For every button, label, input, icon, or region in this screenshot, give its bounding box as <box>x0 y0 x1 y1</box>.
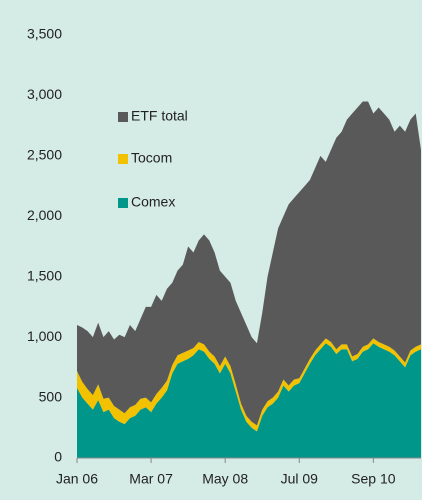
y-tick-label: 1,500 <box>27 267 62 283</box>
y-tick-label: 2,500 <box>27 147 62 163</box>
y-tick-label: 3,500 <box>27 26 62 42</box>
area <box>77 101 421 426</box>
x-tick-label: May 08 <box>202 471 248 487</box>
y-tick-label: 3,000 <box>27 86 62 102</box>
x-tick-label: Jan 06 <box>56 471 98 487</box>
legend-label: Comex <box>131 194 175 210</box>
x-tick-label: Mar 07 <box>129 471 173 487</box>
legend-swatch <box>118 154 128 164</box>
y-tick-label: 2,000 <box>27 207 62 223</box>
y-tick-label: 500 <box>39 388 63 404</box>
legend-swatch <box>118 198 128 208</box>
legend-label: ETF total <box>131 108 188 124</box>
y-tick-label: 1,000 <box>27 328 62 344</box>
legend-label: Tocom <box>131 150 172 166</box>
area <box>77 343 421 458</box>
x-tick-label: Sep 10 <box>351 471 396 487</box>
legend-swatch <box>118 112 128 122</box>
y-tick-label: 0 <box>54 449 62 465</box>
x-tick-label: Jul 09 <box>281 471 319 487</box>
area <box>77 338 421 432</box>
